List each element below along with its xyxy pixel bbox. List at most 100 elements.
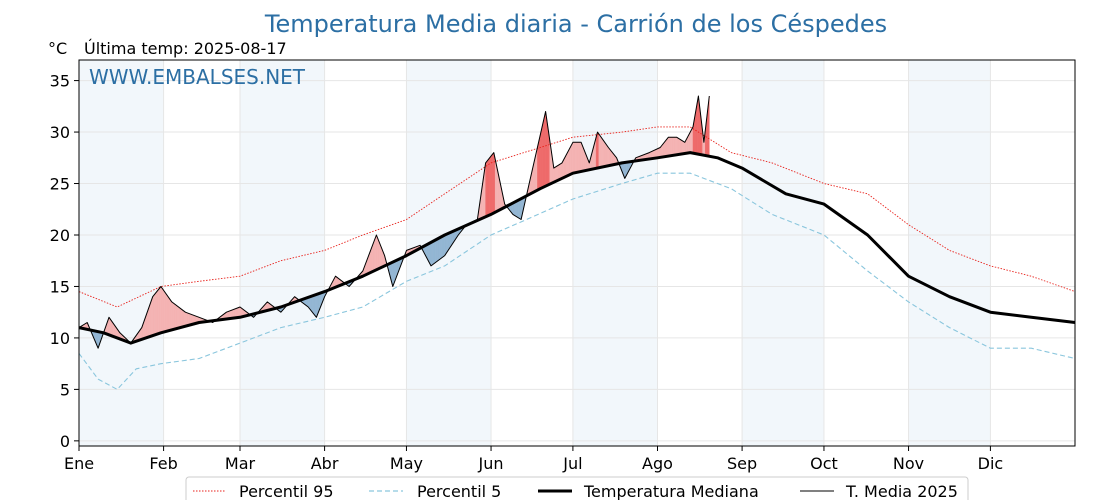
deviation-fill <box>605 143 608 167</box>
y-tick-label: 10 <box>50 329 70 348</box>
deviation-fill <box>166 293 168 332</box>
deviation-fill <box>679 138 681 155</box>
legend-box <box>185 476 969 500</box>
deviation-fill <box>178 306 181 329</box>
deviation-fill <box>554 166 557 182</box>
deviation-fill <box>186 312 189 327</box>
month-band-mar <box>239 60 325 446</box>
deviation-fill <box>159 285 162 334</box>
deviation-fill <box>155 291 157 335</box>
deviation-fill <box>553 166 556 183</box>
deviation-fill <box>485 160 488 218</box>
deviation-fill <box>574 142 576 174</box>
deviation-fill <box>538 135 541 190</box>
deviation-fill <box>438 236 441 261</box>
x-axis: Ene Feb Mar Abr May Jun Jul Ago Sep Oct Nov Dic <box>64 446 1003 473</box>
deviation-fill <box>434 239 437 264</box>
deviation-fill <box>516 199 519 219</box>
deviation-fill <box>164 291 167 332</box>
month-band-nov <box>908 60 991 446</box>
deviation-fill <box>377 238 380 270</box>
deviation-fill <box>559 163 561 180</box>
deviation-fill <box>313 294 316 317</box>
deviation-fill <box>580 142 583 172</box>
month-band-ene <box>79 60 164 446</box>
deviation-fill <box>179 307 182 328</box>
series-line-median <box>78 151 1076 345</box>
deviation-fill <box>608 146 610 167</box>
series-line-p5 <box>78 172 1076 390</box>
series-line-t2025 <box>78 95 710 349</box>
deviation-fill <box>436 238 439 263</box>
deviation-fill <box>167 295 170 332</box>
deviation-fill <box>148 304 151 338</box>
deviation-fill <box>669 136 672 157</box>
deviation-fill <box>601 137 604 168</box>
y-tick-label: 5 <box>60 380 70 399</box>
deviation-fill <box>163 289 166 333</box>
deviation-fill <box>518 199 520 220</box>
x-tick-label: Nov <box>893 454 924 473</box>
deviation-fill <box>149 300 152 337</box>
x-tick-label: Dic <box>978 454 1004 473</box>
deviation-fill <box>668 136 670 157</box>
legend-label-median: Temperatura Mediana <box>583 482 759 500</box>
deviation-fill <box>376 234 378 271</box>
deviation-fill <box>670 136 673 156</box>
chart-title: Temperatura Media diaria - Carrión de lo… <box>264 10 887 38</box>
deviation-fill <box>108 316 111 336</box>
deviation-fill <box>575 142 578 173</box>
deviation-fill <box>578 142 580 173</box>
deviation-fill <box>560 162 563 180</box>
deviation-fill <box>441 235 444 259</box>
deviation-fill <box>433 239 436 265</box>
last-temp-label: Última temp: 2025-08-17 <box>84 39 287 58</box>
deviation-fill <box>153 292 156 336</box>
deviation-fill <box>606 144 609 167</box>
y-tick-label: 20 <box>50 226 70 245</box>
deviation-fill <box>569 144 572 175</box>
legend: Percentil 95 Percentil 5 Temperatura Med… <box>185 476 969 500</box>
deviation-fill <box>664 140 666 157</box>
deviation-fill <box>539 129 542 189</box>
series-lines <box>78 95 1076 390</box>
deviation-fill <box>310 295 313 313</box>
x-tick-label: Oct <box>810 454 838 473</box>
deviation-fill <box>609 148 612 166</box>
deviation-fill <box>172 302 175 330</box>
deviation-fill <box>519 198 522 220</box>
deviation-fill <box>602 139 605 168</box>
deviation-fill <box>490 153 493 215</box>
deviation-fill <box>556 165 559 182</box>
series-line-p95 <box>78 126 1076 308</box>
x-tick-label: Feb <box>149 454 177 473</box>
deviation-fill <box>168 297 171 331</box>
deviation-fill <box>565 152 568 177</box>
deviation-fill <box>576 142 579 173</box>
x-tick-label: Mar <box>225 454 256 473</box>
deviation-fill <box>183 310 186 327</box>
deviation-fill <box>162 287 164 333</box>
deviation-fill <box>445 233 448 255</box>
deviation-fill <box>541 123 544 189</box>
deviation-fill <box>160 285 163 334</box>
unit-label: °C <box>48 39 67 58</box>
deviation-fill <box>579 142 582 173</box>
deviation-fill <box>443 234 445 258</box>
deviation-fill <box>691 126 694 154</box>
deviation-fill <box>675 136 677 156</box>
deviation-fill <box>544 111 546 188</box>
deviation-fill <box>489 155 492 216</box>
x-tick-label: Ago <box>642 454 673 473</box>
y-tick-label: 30 <box>50 123 70 142</box>
deviation-fill <box>597 131 600 169</box>
deviation-fill <box>152 294 155 336</box>
x-tick-label: Jul <box>562 454 582 473</box>
deviation-fill <box>444 234 447 257</box>
legend-label-2025: T. Media 2025 <box>845 482 958 500</box>
deviation-fill <box>537 141 539 191</box>
deviation-fill <box>170 299 172 331</box>
deviation-fill <box>599 135 602 168</box>
deviation-fill <box>174 303 177 330</box>
